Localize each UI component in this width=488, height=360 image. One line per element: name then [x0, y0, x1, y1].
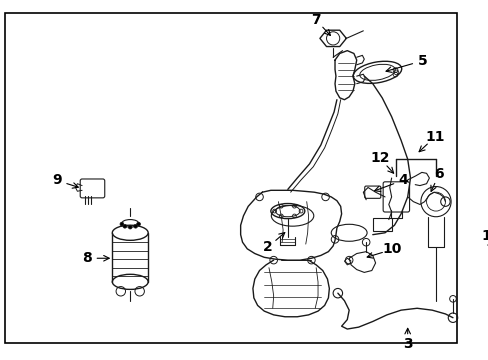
Text: 9: 9 — [52, 174, 61, 188]
Circle shape — [128, 225, 132, 229]
Text: 5: 5 — [417, 54, 427, 68]
Text: 3: 3 — [402, 337, 412, 351]
Text: 12: 12 — [369, 151, 389, 165]
Text: 6: 6 — [433, 167, 443, 181]
Text: 10: 10 — [382, 242, 401, 256]
Circle shape — [136, 222, 140, 226]
Circle shape — [122, 224, 126, 228]
Bar — [372, 218, 391, 231]
Text: 7: 7 — [310, 13, 320, 27]
Text: 1: 1 — [480, 229, 488, 243]
Circle shape — [120, 222, 123, 226]
Text: 8: 8 — [82, 251, 92, 265]
Text: 4: 4 — [398, 173, 407, 187]
Circle shape — [133, 224, 137, 228]
Text: 2: 2 — [263, 240, 272, 254]
Text: 1: 1 — [485, 235, 488, 249]
Text: 11: 11 — [424, 130, 444, 144]
